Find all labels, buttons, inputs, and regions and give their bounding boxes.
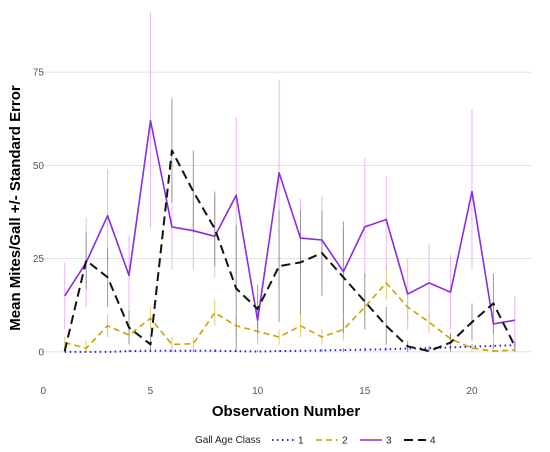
legend-label-series-3: 3 xyxy=(386,436,392,447)
legend-label-series-4: 4 xyxy=(430,436,436,447)
series-line-2 xyxy=(64,282,515,352)
y-tick-label: 25 xyxy=(33,254,45,265)
y-tick-label: 0 xyxy=(38,347,44,358)
series-line-3 xyxy=(64,119,516,325)
series-lines xyxy=(63,119,516,353)
y-tick-label: 50 xyxy=(33,161,45,172)
x-tick-label: 10 xyxy=(252,386,264,397)
y-tick-label: 75 xyxy=(33,68,45,79)
legend-label-series-2: 2 xyxy=(342,436,348,447)
legend-label-series-1: 1 xyxy=(298,436,304,447)
y-axis-title: Mean Mites/Gall +/- Standard Error xyxy=(7,85,24,331)
tick-labels: 0 25 50 75 0 5 10 15 20 xyxy=(33,68,478,397)
x-tick-label: 5 xyxy=(148,386,154,397)
legend: Gall Age Class 1 2 3 4 xyxy=(195,435,436,447)
x-tick-label: 20 xyxy=(466,386,478,397)
x-tick-label: 0 xyxy=(41,386,47,397)
x-axis-title: Observation Number xyxy=(212,403,361,420)
x-tick-label: 15 xyxy=(359,386,371,397)
legend-items: 1 2 3 4 xyxy=(272,436,436,447)
legend-title: Gall Age Class xyxy=(195,435,261,446)
series-line-4 xyxy=(63,149,516,353)
